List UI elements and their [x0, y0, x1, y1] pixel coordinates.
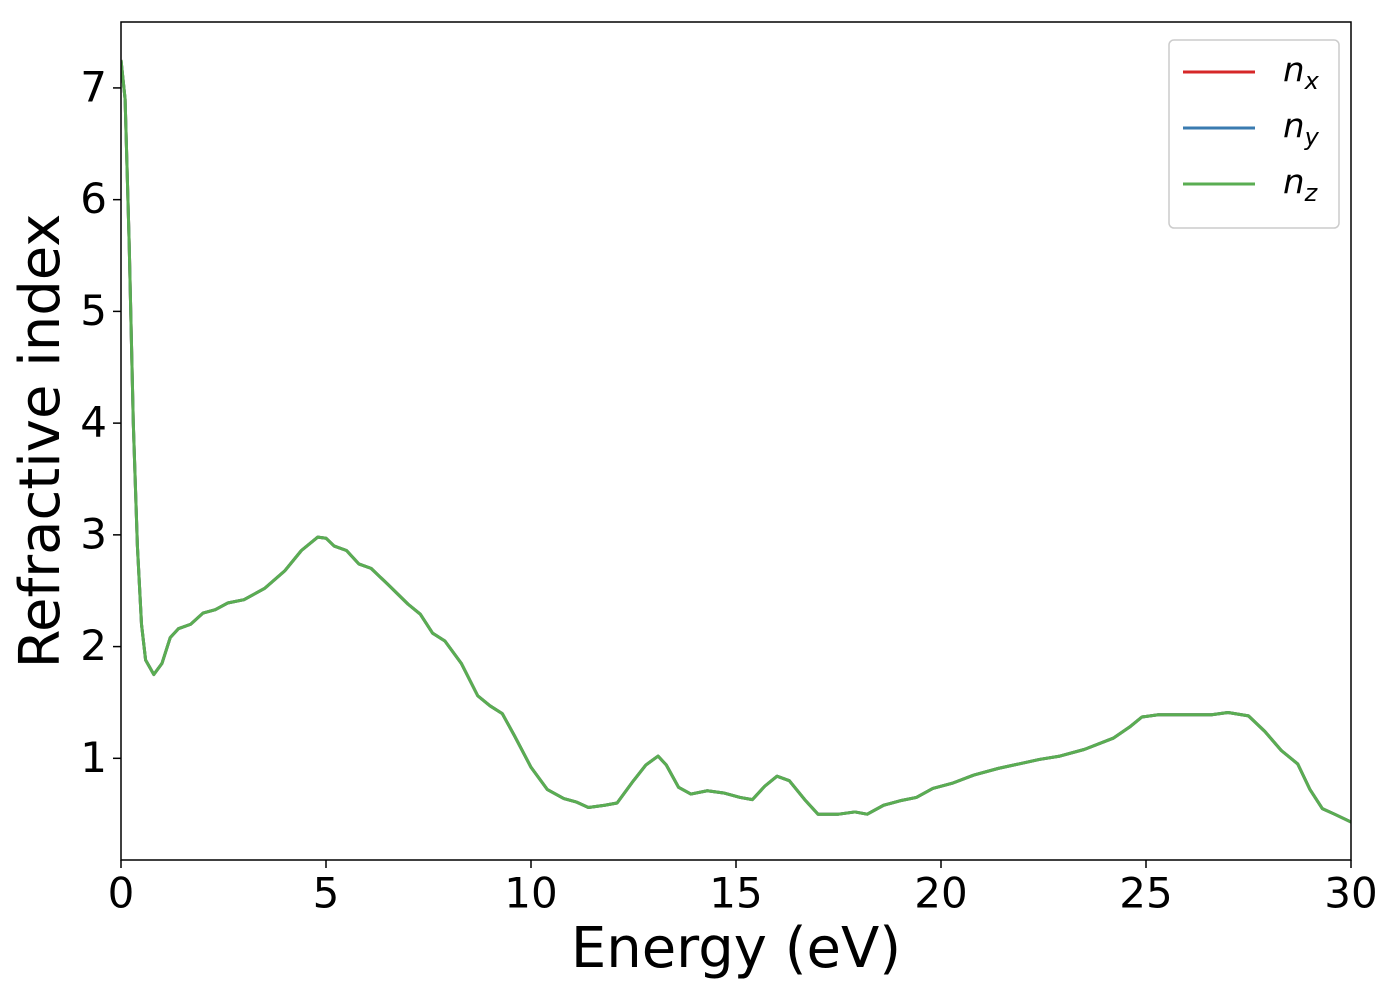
y-tick-label: 2	[80, 621, 107, 670]
y-tick-label: 4	[80, 398, 107, 447]
x-tick-label: 0	[108, 869, 135, 918]
x-tick-label: 30	[1324, 869, 1377, 918]
x-tick-label: 15	[709, 869, 762, 918]
x-axis-label: Energy (eV)	[571, 916, 901, 981]
y-tick-label: 5	[80, 286, 107, 335]
y-tick-label: 7	[80, 62, 107, 111]
y-tick-label: 6	[80, 174, 107, 223]
x-tick-label: 25	[1119, 869, 1172, 918]
y-axis-label: Refractive index	[8, 214, 73, 669]
x-tick-label: 10	[504, 869, 557, 918]
x-tick-label: 20	[914, 869, 967, 918]
y-tick-label: 1	[80, 733, 107, 782]
plot-frame	[120, 21, 1352, 861]
series-line	[121, 59, 1351, 824]
legend-box	[1168, 39, 1340, 229]
y-tick-label: 3	[80, 509, 107, 558]
x-tick-label: 5	[313, 869, 340, 918]
